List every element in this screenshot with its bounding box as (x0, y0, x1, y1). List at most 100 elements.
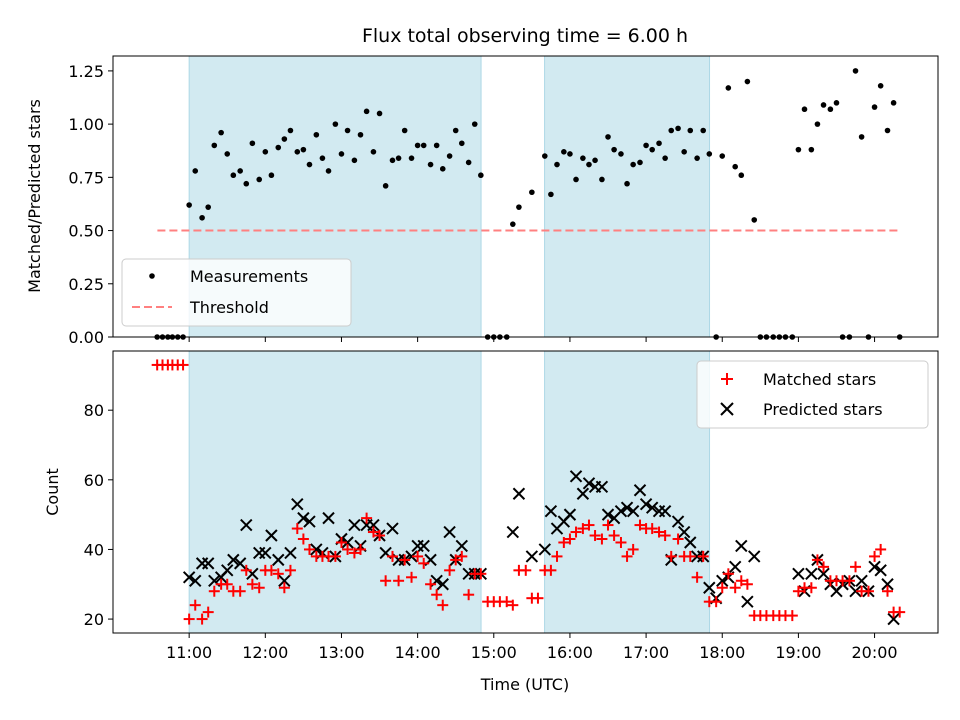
predicted-point-stroke (735, 539, 748, 553)
measurement-point (224, 151, 231, 157)
measurement-point (186, 202, 192, 208)
predicted-point-stroke (684, 536, 697, 549)
measurement-point (433, 142, 440, 149)
measurement-point (801, 106, 808, 113)
predicted-point (817, 567, 830, 581)
measurement-point (725, 85, 732, 91)
measurement-point (446, 153, 453, 159)
predicted-point-stroke (805, 567, 818, 581)
predicted-point (291, 497, 304, 511)
matched-point (894, 606, 906, 618)
predicted-point-stroke (506, 525, 520, 539)
y-tick-label: 0.75 (68, 168, 104, 187)
measurement-point (351, 157, 358, 164)
measurement-point (529, 189, 535, 196)
predicted-point-stroke (868, 560, 881, 574)
matched-point (406, 571, 418, 583)
predicted-point (182, 571, 196, 584)
predicted-point-stroke (728, 560, 742, 574)
x-tick-label: 13:00 (318, 643, 364, 662)
bottom-y-axis-label: Count (43, 468, 62, 516)
measurement-point (243, 180, 250, 187)
predicted-point-stroke (265, 529, 278, 542)
predicted-point (341, 536, 354, 549)
matched-point (189, 599, 201, 611)
measurement-point (827, 106, 834, 113)
measurement-point (268, 172, 275, 179)
predicted-point-stroke (227, 553, 240, 567)
predicted-point (297, 511, 310, 525)
predicted-point-stroke (455, 539, 469, 553)
y-tick-label: 80 (84, 401, 104, 420)
predicted-point-stroke (645, 501, 659, 514)
measurement-point (662, 155, 668, 161)
measurement-point (230, 172, 237, 179)
matched-point (653, 526, 665, 538)
matched-point (297, 533, 309, 545)
predicted-point (735, 539, 748, 553)
legend-measurements-marker (149, 273, 155, 279)
top-y-ticks: 0.00 0.25 0.50 0.75 1.00 1.25 (68, 62, 113, 347)
predicted-point (671, 515, 685, 528)
top-x-ticks (188, 337, 876, 342)
predicted-point-stroke (182, 571, 196, 584)
measurement-point (249, 140, 256, 147)
predicted-point-stroke (874, 564, 887, 577)
predicted-point-stroke (297, 511, 310, 525)
top-legend: Measurements Threshold (121, 258, 352, 327)
x-tick-label: 17:00 (623, 643, 669, 662)
matched-point (265, 564, 277, 576)
matched-point (602, 519, 614, 531)
bottom-x-ticks: 11:00 12:00 13:00 14:00 15:00 16:00 17:00 18:00… (166, 633, 898, 662)
measurement-point (548, 191, 554, 198)
predicted-point (233, 557, 247, 570)
matched-point (805, 582, 817, 594)
predicted-point (278, 574, 291, 587)
predicted-point-stroke (620, 501, 634, 514)
measurement-point (465, 159, 472, 166)
matched-point (875, 543, 887, 555)
matched-point (722, 568, 734, 580)
measurement-point (382, 183, 389, 189)
predicted-point-stroke (538, 543, 552, 556)
predicted-point (525, 550, 539, 563)
bottom-legend: Matched stars Predicted stars (696, 360, 929, 429)
measurement-point (395, 155, 402, 161)
measurement-point (452, 127, 459, 134)
measurement-point (573, 176, 579, 183)
matched-point (716, 582, 728, 594)
matched-point (253, 582, 265, 594)
predicted-point-stroke (240, 518, 253, 532)
matched-point (850, 561, 862, 573)
measurement-point (706, 151, 713, 157)
matched-point (869, 550, 881, 562)
measurement-point (605, 134, 611, 140)
bottom-legend-box (696, 360, 929, 429)
predicted-point-stroke (322, 511, 335, 525)
matched-point (507, 599, 519, 611)
measurement-point (630, 161, 636, 168)
predicted-point-stroke (633, 484, 647, 497)
matched-point (786, 610, 798, 622)
predicted-point-stroke (310, 543, 323, 556)
matched-point (361, 512, 373, 524)
measurement-point (732, 163, 738, 170)
measurement-point (795, 146, 802, 153)
matched-point (355, 543, 367, 555)
matched-point (583, 519, 595, 531)
measurement-point (871, 104, 878, 110)
predicted-point-stroke (221, 564, 234, 577)
measurement-point (820, 102, 827, 108)
matched-point (558, 536, 570, 548)
matched-point (691, 571, 703, 583)
measurement-point (306, 161, 313, 168)
predicted-point-stroke (443, 525, 456, 539)
measurement-point (332, 121, 339, 127)
predicted-point-stroke (544, 504, 558, 518)
y-tick-label: 0.25 (68, 275, 104, 294)
predicted-point (538, 543, 552, 556)
predicted-point (684, 536, 697, 549)
measurement-point (389, 157, 396, 164)
matched-point (291, 523, 303, 535)
x-axis-label: Time (UTC) (480, 675, 569, 694)
